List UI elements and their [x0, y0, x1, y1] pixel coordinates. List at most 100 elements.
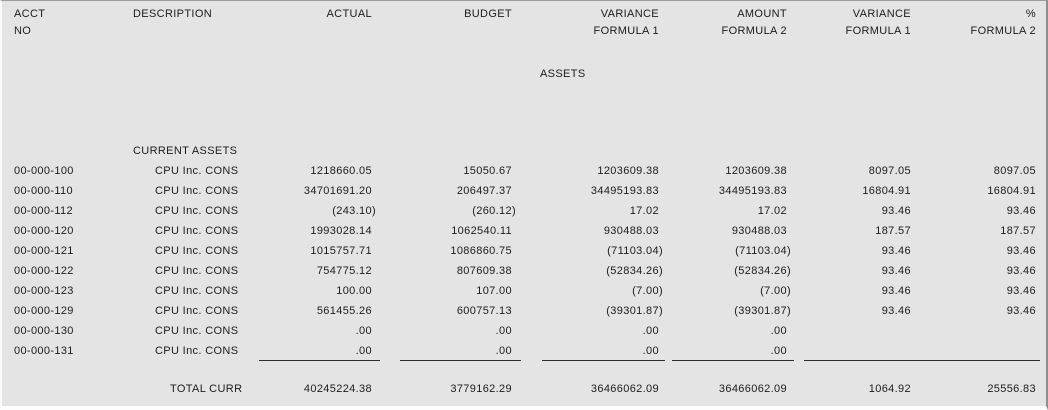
- cell-description: CPU Inc. CONS: [155, 225, 239, 237]
- header-percent-f2-sub: FORMULA 2: [970, 25, 1036, 37]
- cell-description: CPU Inc. CONS: [155, 325, 239, 337]
- cell-actual: (243.10): [332, 205, 376, 217]
- header-budget: BUDGET: [464, 8, 512, 20]
- cell-variance-f1-pct: 187.57: [875, 225, 911, 237]
- total-rule-budget: [400, 360, 521, 361]
- header-actual: ACTUAL: [326, 8, 372, 20]
- cell-budget: 15050.67: [463, 165, 512, 177]
- cell-amount-f2: .00: [770, 325, 787, 337]
- cell-percent-f2: 187.57: [1000, 225, 1036, 237]
- cell-description: CPU Inc. CONS: [155, 265, 239, 277]
- table-row[interactable]: 00-000-112 CPU Inc. CONS (243.10) (260.1…: [2, 201, 1046, 221]
- cell-variance-f1-pct: 93.46: [881, 285, 911, 297]
- header-variance-f1-pct: VARIANCE: [852, 8, 911, 20]
- table-row[interactable]: 00-000-129 CPU Inc. CONS 561455.26 60075…: [2, 301, 1046, 321]
- cell-budget: 107.00: [476, 285, 512, 297]
- cell-variance-f1: 34495193.83: [590, 185, 659, 197]
- cell-acct-no: 00-000-129: [14, 305, 74, 317]
- cell-amount-f2: 17.02: [757, 205, 787, 217]
- cell-amount-f2: (52834.26): [734, 265, 791, 277]
- table-row[interactable]: 00-000-121 CPU Inc. CONS 1015757.71 1086…: [2, 241, 1046, 261]
- cell-budget: (260.12): [472, 205, 516, 217]
- cell-amount-f2: (71103.04): [735, 245, 791, 257]
- header-percent-f2: %: [1025, 8, 1036, 20]
- header-variance-f1-sub: FORMULA 1: [593, 25, 659, 37]
- cell-percent-f2: 8097.05: [993, 165, 1036, 177]
- cell-budget: 807609.38: [456, 265, 512, 277]
- total-variance-f1b: 1064.92: [868, 383, 911, 395]
- cell-description: CPU Inc. CONS: [155, 345, 239, 357]
- cell-actual: 1218660.05: [310, 165, 372, 177]
- cell-description: CPU Inc. CONS: [155, 185, 239, 197]
- table-row[interactable]: 00-000-100 CPU Inc. CONS 1218660.05 1505…: [2, 161, 1046, 181]
- header-description: DESCRIPTION: [133, 8, 213, 20]
- header-variance-f1b-sub: FORMULA 1: [845, 25, 911, 37]
- cell-description: CPU Inc. CONS: [155, 165, 239, 177]
- header-variance-f1: VARIANCE: [600, 8, 659, 20]
- cell-variance-f1-pct: 16804.91: [862, 185, 911, 197]
- table-row[interactable]: 00-000-131 CPU Inc. CONS .00 .00 .00 .00: [2, 341, 1046, 361]
- cell-actual: 754775.12: [316, 265, 372, 277]
- cell-budget: 206497.37: [456, 185, 512, 197]
- cell-budget: .00: [495, 345, 512, 357]
- cell-amount-f2: (39301.87): [734, 305, 791, 317]
- total-row: TOTAL CURR 40245224.38 3779162.29 364660…: [2, 379, 1046, 399]
- cell-description: CPU Inc. CONS: [155, 205, 239, 217]
- cell-acct-no: 00-000-122: [14, 265, 74, 277]
- cell-variance-f1: 17.02: [629, 205, 659, 217]
- cell-budget: 600757.13: [456, 305, 512, 317]
- cell-actual: 34701691.20: [303, 185, 372, 197]
- cell-acct-no: 00-000-110: [14, 185, 73, 197]
- report-table: CURRENT ASSETS 00-000-100 CPU Inc. CONS …: [2, 141, 1046, 361]
- cell-amount-f2: 930488.03: [731, 225, 787, 237]
- cell-budget: 1062540.11: [451, 225, 512, 237]
- cell-budget: 1086860.75: [450, 245, 512, 257]
- table-row[interactable]: 00-000-122 CPU Inc. CONS 754775.12 80760…: [2, 261, 1046, 281]
- total-rule-variance-pct: [804, 360, 1040, 361]
- cell-actual: .00: [355, 345, 372, 357]
- cell-percent-f2: 93.46: [1006, 285, 1036, 297]
- header-acct: ACCT: [14, 8, 46, 20]
- header-line-1: ACCT DESCRIPTION ACTUAL BUDGET VARIANCE …: [2, 8, 1046, 21]
- cell-variance-f1-pct: 93.46: [881, 205, 911, 217]
- table-row[interactable]: 00-000-120 CPU Inc. CONS 1993028.14 1062…: [2, 221, 1046, 241]
- cell-description: CPU Inc. CONS: [155, 245, 239, 257]
- cell-description: CPU Inc. CONS: [155, 305, 239, 317]
- cell-actual: 1993028.14: [310, 225, 372, 237]
- total-variance-f1: 36466062.09: [590, 383, 659, 395]
- cell-percent-f2: 93.46: [1006, 265, 1036, 277]
- total-amount-f2: 36466062.09: [718, 383, 787, 395]
- table-row[interactable]: 00-000-123 CPU Inc. CONS 100.00 107.00 (…: [2, 281, 1046, 301]
- cell-variance-f1: (39301.87): [606, 305, 663, 317]
- cell-variance-f1: 930488.03: [603, 225, 659, 237]
- table-row[interactable]: 00-000-110 CPU Inc. CONS 34701691.20 206…: [2, 181, 1046, 201]
- cell-variance-f1-pct: 93.46: [881, 305, 911, 317]
- cell-actual: 561455.26: [316, 305, 372, 317]
- header-line-2: NO FORMULA 1 FORMULA 2 FORMULA 1 FORMULA…: [2, 25, 1046, 38]
- cell-variance-f1: .00: [642, 345, 659, 357]
- cell-budget: .00: [495, 325, 512, 337]
- cell-variance-f1: (7.00): [632, 285, 663, 297]
- cell-amount-f2: (7.00): [760, 285, 791, 297]
- cell-acct-no: 00-000-121: [14, 245, 74, 257]
- total-label: TOTAL CURR: [170, 383, 243, 395]
- total-actual: 40245224.38: [303, 383, 372, 395]
- table-rows: 00-000-100 CPU Inc. CONS 1218660.05 1505…: [2, 161, 1046, 361]
- table-row[interactable]: 00-000-130 CPU Inc. CONS .00 .00 .00 .00: [2, 321, 1046, 341]
- cell-percent-f2: 93.46: [1006, 205, 1036, 217]
- header-amount-f2: AMOUNT: [737, 8, 787, 20]
- cell-variance-f1: 1203609.38: [597, 165, 659, 177]
- cell-acct-no: 00-000-131: [14, 345, 74, 357]
- cell-variance-f1-pct: 93.46: [881, 245, 911, 257]
- cell-actual: .00: [355, 325, 372, 337]
- total-rule-actual: [259, 360, 380, 361]
- cell-acct-no: 00-000-120: [14, 225, 74, 237]
- cell-acct-no: 00-000-130: [14, 325, 74, 337]
- total-budget: 3779162.29: [450, 383, 512, 395]
- cell-variance-f1: (52834.26): [606, 265, 663, 277]
- cell-amount-f2: 34495193.83: [718, 185, 787, 197]
- cell-variance-f1: .00: [642, 325, 659, 337]
- cell-actual: 100.00: [336, 285, 372, 297]
- cell-variance-f1-pct: 93.46: [881, 265, 911, 277]
